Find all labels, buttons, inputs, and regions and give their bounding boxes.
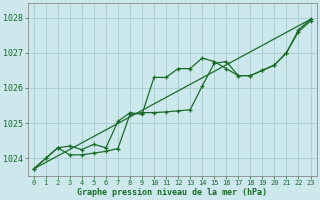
X-axis label: Graphe pression niveau de la mer (hPa): Graphe pression niveau de la mer (hPa) <box>77 188 267 197</box>
